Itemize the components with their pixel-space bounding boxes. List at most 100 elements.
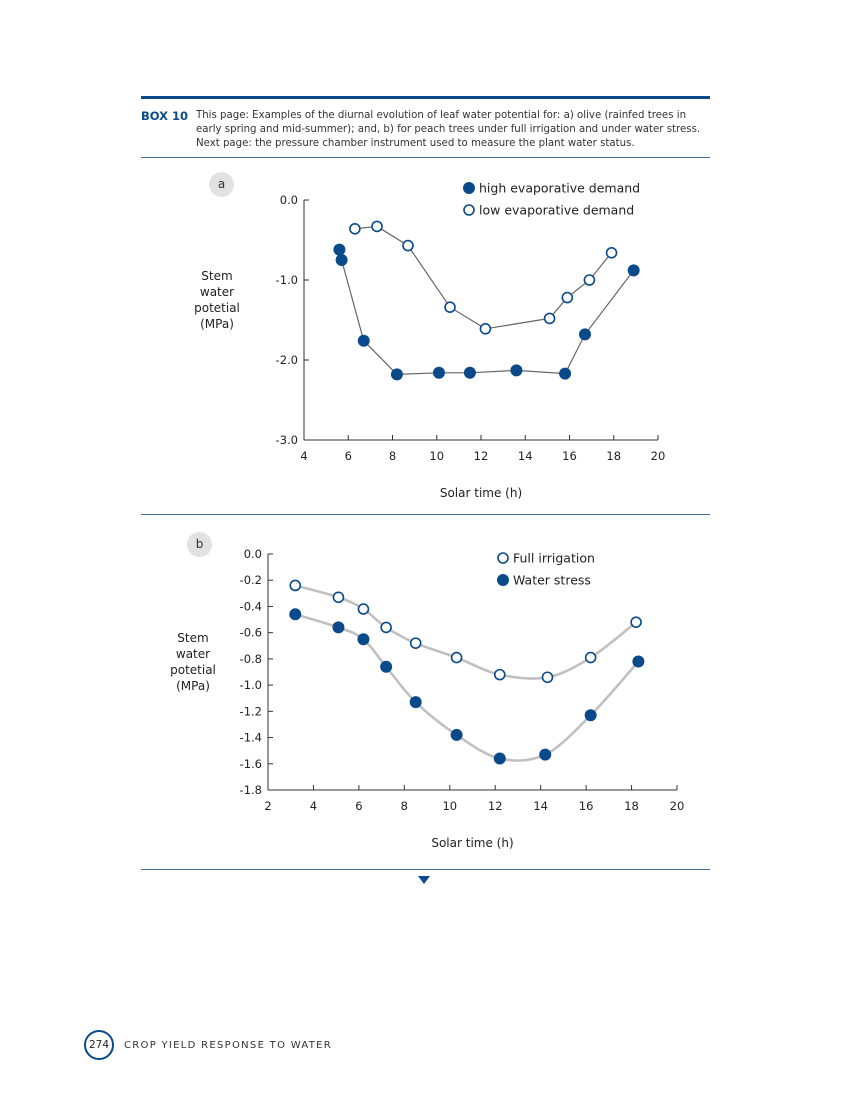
- chart-a-filled-point: [333, 243, 346, 256]
- box-caption: BOX 10 This page: Examples of the diurna…: [141, 99, 710, 157]
- chart-a-open-point: [543, 312, 556, 325]
- chart-b-y-tick-label: 0.0: [244, 547, 262, 561]
- chart-a-legend-marker: [463, 204, 475, 216]
- chart-b-open-point: [493, 668, 506, 681]
- chart-b-x-axis-label: Solar time (h): [431, 836, 513, 850]
- chart-b-x-tick-label: 12: [488, 799, 503, 813]
- chart-b-y-tick-label: -0.4: [240, 599, 262, 613]
- chart-b-open-point: [584, 651, 597, 664]
- chart-b-x-tick-label: 18: [624, 799, 639, 813]
- chart-a-x-tick-label: 20: [651, 449, 666, 463]
- chart-b-legend-label: Full irrigation: [513, 551, 595, 566]
- chart-b-filled-point: [493, 752, 506, 765]
- chart-a-y-axis-label: (MPa): [200, 317, 234, 331]
- chart-a-y-tick-label: 0.0: [280, 193, 298, 207]
- box-header: BOX 10 This page: Examples of the diurna…: [141, 96, 710, 158]
- chart-a-filled-point: [357, 334, 370, 347]
- box-caption-rule: [141, 157, 710, 158]
- chart-b-legend-marker: [497, 552, 509, 564]
- chart-b-filled-point: [450, 728, 463, 741]
- chart-a-filled-point: [432, 366, 445, 379]
- chart-b-filled-point: [357, 633, 370, 646]
- chart-a-open-point: [583, 274, 596, 286]
- panel-a-badge: a: [209, 172, 234, 197]
- chart-a-x-tick-label: 10: [429, 449, 444, 463]
- chart-a-x-tick-label: 4: [300, 449, 307, 463]
- chart-a-open-point: [444, 301, 456, 314]
- panel-b-badge: b: [187, 532, 212, 557]
- chart-b-x-tick-label: 8: [401, 799, 408, 813]
- chart-a-filled-point: [463, 366, 476, 379]
- chart-a-open-point: [349, 223, 361, 235]
- chart-a-y-axis-label: water: [200, 285, 234, 299]
- chart-b-x-tick-label: 10: [442, 799, 457, 813]
- chart-b-x-tick-label: 2: [264, 799, 271, 813]
- chart-a-y-tick-label: -3.0: [276, 433, 298, 447]
- chart-b-x-tick-label: 14: [533, 799, 548, 813]
- box-label: BOX 10: [141, 109, 189, 123]
- chart-a-y-axis-label: potetial: [194, 301, 240, 315]
- chart-b-filled-point: [409, 696, 422, 709]
- chart-b-y-tick-label: -1.0: [240, 678, 262, 692]
- chart-b-open-point: [380, 621, 392, 634]
- chart-b-open-point: [450, 651, 463, 664]
- chart-a-filled-point: [627, 264, 640, 277]
- chart-a-open-point: [561, 291, 574, 304]
- continue-arrow-icon: [418, 876, 430, 884]
- chart-b-y-tick-label: -1.8: [240, 783, 262, 797]
- chart-a-series-line-1: [354, 225, 613, 330]
- chart-a-legend-label: high evaporative demand: [479, 181, 640, 196]
- chart-a-legend-marker: [463, 182, 475, 194]
- chart-b-y-tick-label: -1.6: [240, 757, 262, 771]
- chart-b-y-tick-label: -0.2: [240, 573, 262, 587]
- chart-b-open-point: [332, 591, 345, 604]
- chart-b-y-tick-label: -1.4: [240, 731, 262, 745]
- chart-a-open-point: [605, 247, 618, 259]
- chart-a-series-line-0: [338, 249, 635, 376]
- chart-a-open-point: [402, 239, 414, 252]
- chart-a-filled-point: [578, 328, 591, 341]
- chart-b-filled-point: [632, 655, 645, 668]
- chart-b-x-tick-label: 16: [579, 799, 594, 813]
- box-top-rule: [141, 96, 710, 99]
- box-bottom-rule: [141, 869, 710, 870]
- chart-b-y-tick-label: -1.2: [240, 704, 262, 718]
- chart-a-x-tick-label: 6: [345, 449, 352, 463]
- chart-a-filled-point: [559, 367, 572, 380]
- chart-b-legend-marker: [497, 574, 509, 586]
- box-caption-text: This page: Examples of the diurnal evolu…: [196, 110, 701, 149]
- chart-a-x-tick-label: 14: [518, 449, 533, 463]
- chart-b-y-axis-label: water: [176, 647, 210, 661]
- chart-a-x-tick-label: 16: [562, 449, 577, 463]
- chart-b-series-line-1: [294, 613, 640, 762]
- chart-a-filled-point: [390, 368, 403, 381]
- chart-b-filled-point: [539, 748, 552, 761]
- chart-b-filled-point: [332, 621, 345, 634]
- chart-a-x-tick-label: 8: [389, 449, 396, 463]
- chart-a-y-tick-label: -1.0: [276, 273, 298, 287]
- chart-a-open-point: [479, 322, 492, 335]
- footer: 274 CROP YIELD RESPONSE TO WATER: [84, 1030, 332, 1060]
- chart-a-x-axis-label: Solar time (h): [440, 486, 522, 500]
- chart-a-x-tick-label: 18: [606, 449, 621, 463]
- chart-b-y-tick-label: -0.6: [240, 626, 262, 640]
- chart-a-filled-point: [510, 364, 523, 377]
- chart-a-y-axis-label: Stem: [201, 269, 232, 283]
- running-title: CROP YIELD RESPONSE TO WATER: [124, 1039, 333, 1051]
- chart-b-x-tick-label: 6: [355, 799, 362, 813]
- chart-b-y-axis-label: Stem: [177, 631, 208, 645]
- chart-b-open-point: [289, 579, 302, 592]
- chart-b-series-line-0: [294, 584, 637, 680]
- chart-b-legend-label: Water stress: [513, 573, 591, 588]
- chart-a-y-tick-label: -2.0: [276, 353, 298, 367]
- chart-b-open-point: [357, 603, 370, 615]
- chart-a-filled-point: [335, 254, 348, 266]
- chart-a-legend-label: low evaporative demand: [479, 203, 634, 218]
- chart-b-y-tick-label: -0.8: [240, 652, 262, 666]
- chart-b-filled-point: [380, 660, 393, 673]
- chart-a-open-point: [371, 220, 383, 233]
- chart-b-filled-point: [289, 608, 302, 621]
- chart-b-filled-point: [584, 709, 597, 722]
- chart-b-x-tick-label: 20: [670, 799, 685, 813]
